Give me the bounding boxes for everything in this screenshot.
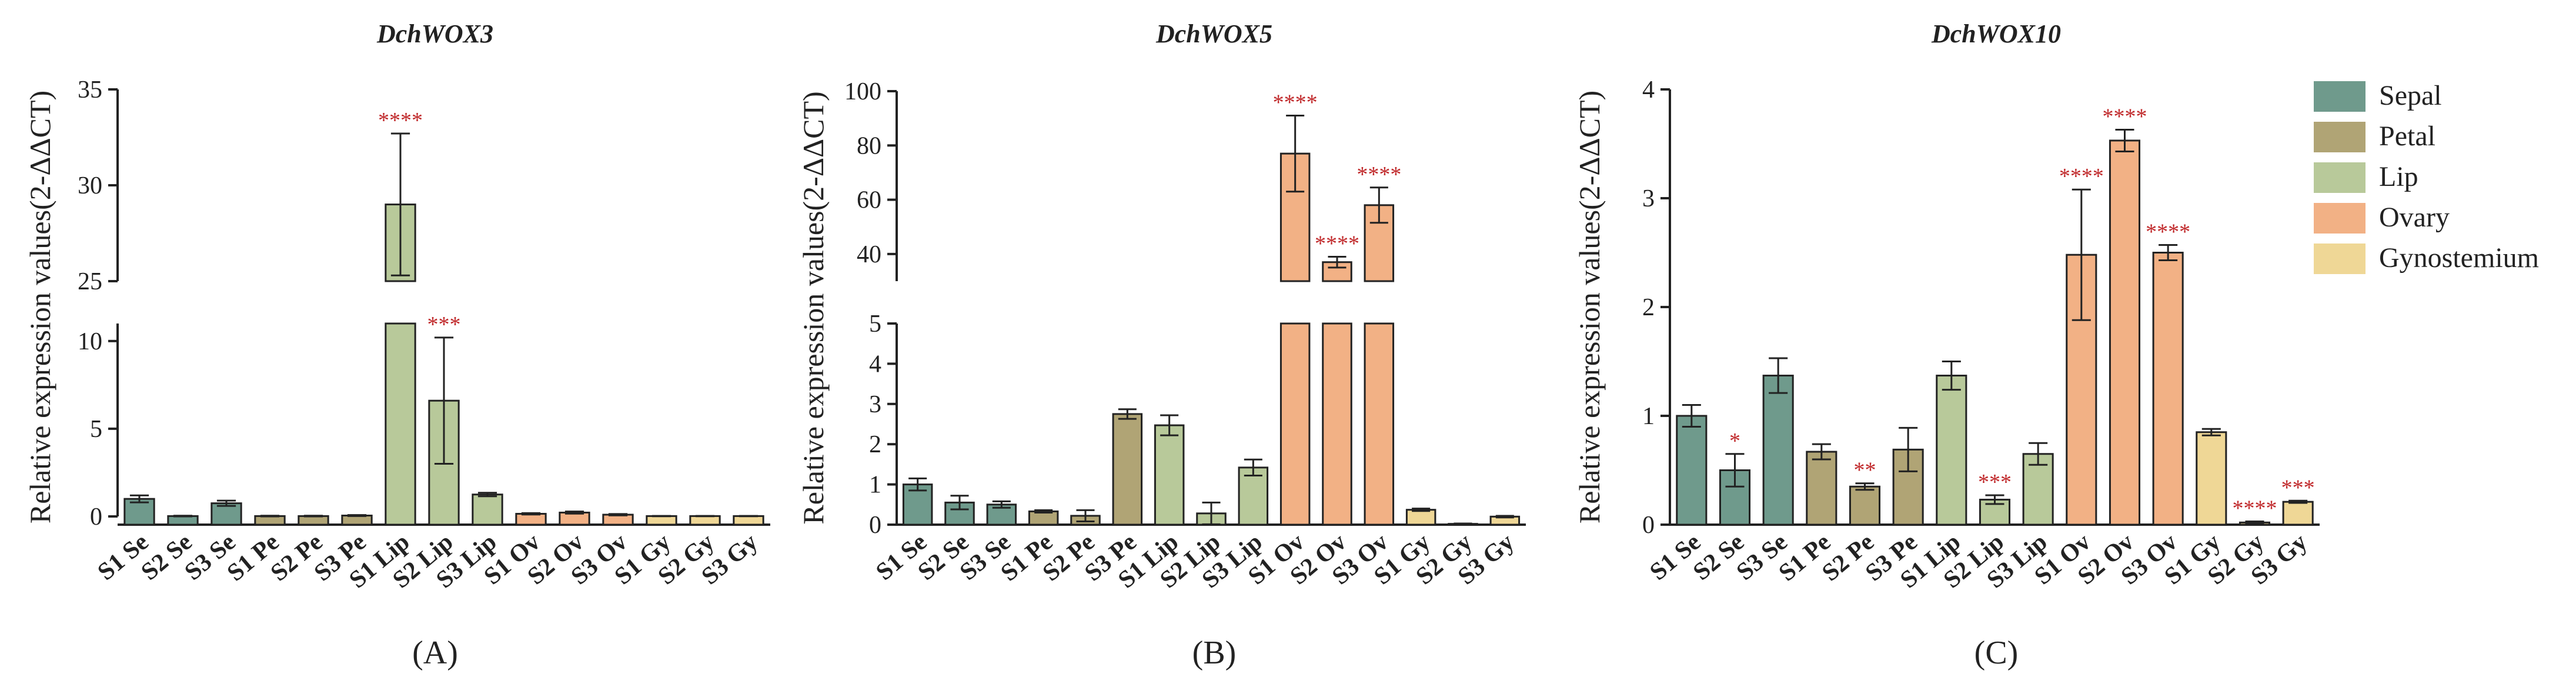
- bar: [1279, 322, 1311, 526]
- bar: [646, 515, 677, 526]
- y-tick-label: 3: [1642, 185, 1655, 212]
- y-axis-label: Relative expression values(2-ΔΔCT): [24, 91, 56, 523]
- significance-label: ****: [378, 108, 423, 133]
- legend-label-gynostemium: Gynostemium: [2379, 242, 2539, 274]
- legend-swatch-ovary: [2314, 203, 2365, 234]
- panel-label: (B): [1192, 635, 1237, 671]
- bar: [1849, 485, 1881, 526]
- axis-break: [891, 284, 903, 321]
- bar: [1112, 413, 1143, 526]
- legend-label-petal: Petal: [2379, 121, 2435, 152]
- chart-title: DchWOX5: [1155, 19, 1272, 48]
- y-tick-label: 1: [869, 472, 881, 499]
- bar: [1405, 509, 1436, 526]
- x-tick-label: S1 Se: [93, 528, 154, 585]
- chart-panel-1: DchWOX3 0 5 10 25 30 35 Relative expression val…: [24, 19, 770, 671]
- legend-label-sepal: Sepal: [2379, 80, 2442, 111]
- bar-group-s1-ov: ****S1 Ov: [2030, 164, 2104, 590]
- legend: Sepal Petal Lip Ovary Gynostemium: [2314, 80, 2539, 274]
- legend-swatch-petal: [2314, 122, 2365, 152]
- legend-label-ovary: Ovary: [2379, 202, 2450, 233]
- significance-label: **: [1854, 458, 1876, 483]
- y-tick-label: 4: [1642, 76, 1655, 104]
- y-tick-label: 5: [90, 416, 102, 443]
- bar: [1364, 322, 1395, 526]
- y-tick-label: 2: [1642, 294, 1655, 321]
- y-tick-label: 0: [90, 503, 102, 531]
- bar: [385, 322, 416, 526]
- bar: [515, 513, 547, 526]
- legend-swatch-gynostemium: [2314, 244, 2365, 274]
- bar: [1676, 415, 1708, 526]
- y-tick-label: 2: [869, 431, 881, 458]
- y-tick-label: 80: [857, 132, 881, 159]
- chart-title: DchWOX3: [376, 19, 493, 48]
- bar: [2152, 252, 2184, 526]
- y-tick-label: 5: [869, 311, 881, 338]
- y-tick-label: 1: [1642, 403, 1655, 430]
- chart-title: DchWOX10: [1931, 19, 2061, 48]
- significance-label: ****: [2233, 496, 2277, 521]
- bar: [689, 515, 721, 526]
- panel-label: (A): [412, 635, 458, 671]
- y-axis-label: Relative expression values(2-ΔΔCT): [1573, 91, 1606, 523]
- significance-label: ***: [2281, 475, 2315, 500]
- significance-label: *: [1729, 429, 1740, 453]
- legend-label-lip: Lip: [2379, 161, 2418, 192]
- y-axis-label: Relative expression values(2-ΔΔCT): [797, 91, 830, 524]
- significance-label: ****: [2059, 164, 2104, 189]
- y-tick-label: 0: [1642, 512, 1655, 539]
- bar: [1762, 375, 1794, 526]
- bar-group-s3-gy: ***S3 Gy: [2246, 475, 2315, 590]
- axis-break: [112, 284, 123, 321]
- bar: [1936, 375, 1967, 526]
- y-tick-label: 0: [869, 512, 881, 539]
- y-tick-label: 30: [78, 172, 102, 199]
- y-tick-label: 60: [857, 187, 881, 214]
- x-tick-label: S2 Se: [1688, 528, 1749, 585]
- significance-label: ****: [2146, 220, 2190, 245]
- bar: [254, 515, 286, 526]
- legend-swatch-lip: [2314, 162, 2365, 193]
- y-tick-label: 10: [78, 328, 102, 355]
- bar: [2196, 431, 2227, 526]
- y-tick-label: 100: [844, 78, 881, 105]
- bar: [298, 515, 329, 526]
- bar: [1806, 451, 1837, 526]
- significance-label: ****: [1357, 162, 1401, 187]
- bar: [211, 502, 242, 526]
- bar: [733, 515, 764, 526]
- y-tick-label: 35: [78, 76, 102, 104]
- significance-label: ***: [427, 312, 461, 337]
- chart-panel-2: DchWOX5 0 1 2 3 4 5 40 60 80 100 Relative expressio…: [797, 19, 1526, 671]
- significance-label: ****: [2103, 104, 2147, 129]
- bar: [2109, 139, 2141, 526]
- bar: [167, 515, 199, 526]
- significance-label: ****: [1315, 231, 1359, 256]
- y-tick-label: 4: [869, 351, 881, 378]
- bar: [472, 493, 503, 526]
- bar: [1322, 322, 1352, 526]
- legend-swatch-sepal: [2314, 81, 2365, 112]
- x-tick-label: S2 Se: [136, 528, 198, 585]
- significance-label: ***: [1978, 470, 2012, 495]
- y-tick-label: 40: [857, 241, 881, 268]
- significance-label: ****: [1273, 91, 1318, 115]
- bar: [1154, 424, 1185, 526]
- bar: [1238, 466, 1269, 526]
- bar: [2282, 501, 2314, 526]
- y-tick-label: 3: [869, 391, 881, 418]
- panel-label: (C): [1974, 635, 2019, 671]
- chart-panel-3: DchWOX10 0 1 2 3 4 Relative expression values(…: [1573, 19, 2320, 671]
- y-tick-label: 25: [78, 268, 102, 295]
